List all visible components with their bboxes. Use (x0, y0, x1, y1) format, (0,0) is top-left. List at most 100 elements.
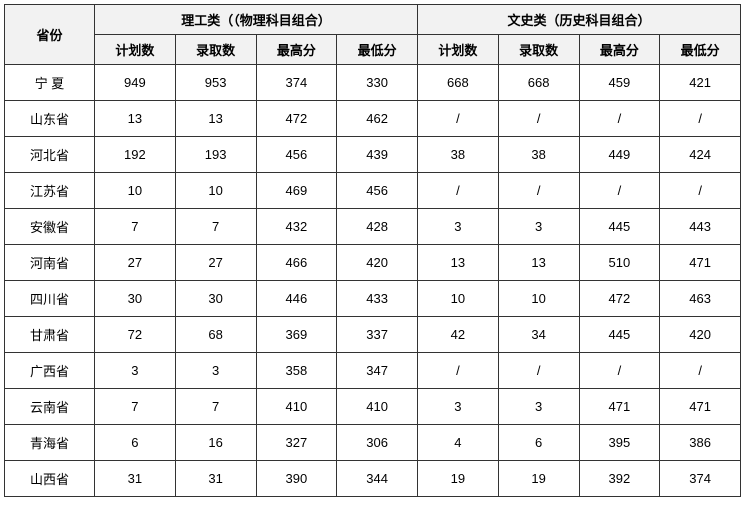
cell-arts-max: 459 (579, 65, 660, 101)
cell-science-min: 433 (337, 281, 418, 317)
cell-province: 青海省 (5, 425, 95, 461)
cell-arts-min: / (660, 173, 741, 209)
cell-arts-max: 471 (579, 389, 660, 425)
cell-science-max: 446 (256, 281, 337, 317)
cell-arts-plan: 668 (418, 65, 499, 101)
cell-science-admit: 13 (175, 101, 256, 137)
cell-science-admit: 30 (175, 281, 256, 317)
cell-arts-admit: 3 (498, 209, 579, 245)
table-row: 山东省1313472462//// (5, 101, 741, 137)
cell-science-min: 337 (337, 317, 418, 353)
cell-science-admit: 31 (175, 461, 256, 497)
cell-science-plan: 30 (95, 281, 176, 317)
cell-arts-min: 443 (660, 209, 741, 245)
cell-arts-min: 386 (660, 425, 741, 461)
cell-science-max: 390 (256, 461, 337, 497)
cell-arts-min: 421 (660, 65, 741, 101)
header-science-max: 最高分 (256, 35, 337, 65)
header-science-plan: 计划数 (95, 35, 176, 65)
cell-science-plan: 7 (95, 389, 176, 425)
cell-science-min: 428 (337, 209, 418, 245)
table-row: 河南省27274664201313510471 (5, 245, 741, 281)
cell-science-plan: 10 (95, 173, 176, 209)
header-arts-plan: 计划数 (418, 35, 499, 65)
cell-arts-max: / (579, 353, 660, 389)
cell-science-plan: 13 (95, 101, 176, 137)
cell-science-max: 472 (256, 101, 337, 137)
cell-arts-max: 445 (579, 317, 660, 353)
cell-science-min: 420 (337, 245, 418, 281)
cell-arts-plan: 13 (418, 245, 499, 281)
cell-arts-max: 472 (579, 281, 660, 317)
header-arts-group: 文史类（历史科目组合） (418, 5, 741, 35)
cell-science-min: 410 (337, 389, 418, 425)
cell-arts-max: 449 (579, 137, 660, 173)
cell-province: 四川省 (5, 281, 95, 317)
cell-arts-plan: 19 (418, 461, 499, 497)
cell-arts-plan: / (418, 101, 499, 137)
table-row: 云南省7741041033471471 (5, 389, 741, 425)
cell-science-max: 369 (256, 317, 337, 353)
cell-science-plan: 7 (95, 209, 176, 245)
cell-province: 甘肃省 (5, 317, 95, 353)
cell-arts-admit: 34 (498, 317, 579, 353)
cell-arts-admit: 19 (498, 461, 579, 497)
cell-science-min: 306 (337, 425, 418, 461)
cell-province: 安徽省 (5, 209, 95, 245)
cell-science-admit: 10 (175, 173, 256, 209)
cell-arts-max: 445 (579, 209, 660, 245)
cell-arts-admit: 38 (498, 137, 579, 173)
header-arts-admit: 录取数 (498, 35, 579, 65)
cell-science-plan: 192 (95, 137, 176, 173)
cell-arts-max: 510 (579, 245, 660, 281)
cell-science-admit: 3 (175, 353, 256, 389)
header-province: 省份 (5, 5, 95, 65)
cell-science-admit: 953 (175, 65, 256, 101)
cell-science-admit: 193 (175, 137, 256, 173)
cell-arts-plan: 38 (418, 137, 499, 173)
cell-province: 广西省 (5, 353, 95, 389)
cell-arts-plan: 4 (418, 425, 499, 461)
cell-province: 山东省 (5, 101, 95, 137)
cell-arts-admit: 10 (498, 281, 579, 317)
cell-science-admit: 7 (175, 209, 256, 245)
cell-arts-min: / (660, 101, 741, 137)
cell-arts-plan: 3 (418, 209, 499, 245)
cell-arts-admit: / (498, 101, 579, 137)
header-science-min: 最低分 (337, 35, 418, 65)
header-arts-min: 最低分 (660, 35, 741, 65)
cell-province: 云南省 (5, 389, 95, 425)
cell-arts-admit: 6 (498, 425, 579, 461)
cell-science-max: 469 (256, 173, 337, 209)
table-row: 甘肃省72683693374234445420 (5, 317, 741, 353)
table-body: 宁 夏949953374330668668459421山东省1313472462… (5, 65, 741, 497)
admissions-table: 省份 理工类（（物理科目组合） 文史类（历史科目组合） 计划数 录取数 最高分 … (4, 4, 741, 497)
cell-science-min: 456 (337, 173, 418, 209)
cell-arts-admit: / (498, 353, 579, 389)
cell-arts-min: 420 (660, 317, 741, 353)
cell-science-max: 374 (256, 65, 337, 101)
cell-science-admit: 7 (175, 389, 256, 425)
cell-arts-min: / (660, 353, 741, 389)
cell-science-max: 432 (256, 209, 337, 245)
cell-arts-admit: 668 (498, 65, 579, 101)
cell-arts-admit: 13 (498, 245, 579, 281)
cell-science-plan: 3 (95, 353, 176, 389)
cell-arts-plan: 10 (418, 281, 499, 317)
cell-arts-plan: / (418, 173, 499, 209)
cell-arts-min: 471 (660, 389, 741, 425)
cell-science-min: 347 (337, 353, 418, 389)
cell-science-plan: 27 (95, 245, 176, 281)
cell-science-min: 344 (337, 461, 418, 497)
cell-arts-plan: 3 (418, 389, 499, 425)
table-row: 河北省1921934564393838449424 (5, 137, 741, 173)
table-header: 省份 理工类（（物理科目组合） 文史类（历史科目组合） 计划数 录取数 最高分 … (5, 5, 741, 65)
cell-arts-min: 471 (660, 245, 741, 281)
cell-science-min: 439 (337, 137, 418, 173)
cell-province: 河南省 (5, 245, 95, 281)
cell-science-admit: 68 (175, 317, 256, 353)
cell-arts-min: 374 (660, 461, 741, 497)
table-row: 四川省30304464331010472463 (5, 281, 741, 317)
cell-province: 山西省 (5, 461, 95, 497)
cell-arts-max: / (579, 101, 660, 137)
